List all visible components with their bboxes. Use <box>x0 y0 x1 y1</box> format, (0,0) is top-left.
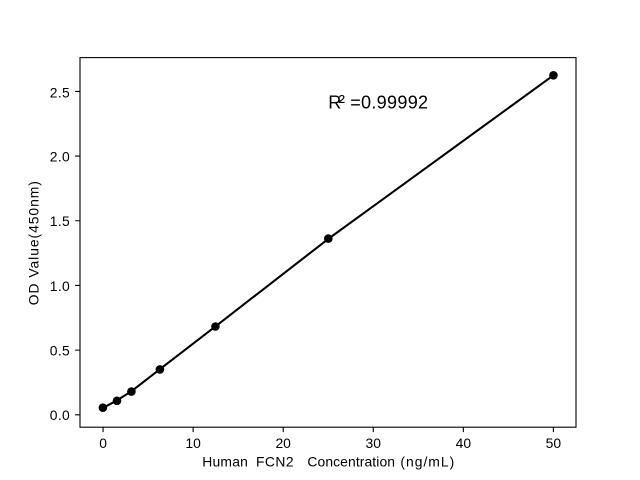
svg-text:1.5: 1.5 <box>50 213 70 229</box>
svg-text:20: 20 <box>275 435 291 451</box>
svg-text:2.5: 2.5 <box>50 85 70 101</box>
svg-text:10: 10 <box>185 435 201 451</box>
svg-text:0.0: 0.0 <box>50 407 70 423</box>
svg-text:²: ² <box>339 92 346 114</box>
svg-text:2.0: 2.0 <box>50 149 70 165</box>
svg-text:(ng/mL): (ng/mL) <box>400 454 455 470</box>
svg-text:40: 40 <box>456 435 472 451</box>
svg-text:Human: Human <box>202 454 248 470</box>
svg-text:=0.99992: =0.99992 <box>350 93 428 113</box>
svg-text:OD Value(450nm): OD Value(450nm) <box>25 180 41 305</box>
svg-text:FCN2: FCN2 <box>256 454 294 470</box>
svg-text:Concentration: Concentration <box>307 454 395 470</box>
svg-text:0.5: 0.5 <box>50 343 70 359</box>
svg-text:0: 0 <box>99 435 107 451</box>
svg-text:R: R <box>328 93 341 113</box>
svg-text:30: 30 <box>366 435 382 451</box>
svg-text:50: 50 <box>546 435 562 451</box>
svg-text:1.0: 1.0 <box>50 278 70 294</box>
